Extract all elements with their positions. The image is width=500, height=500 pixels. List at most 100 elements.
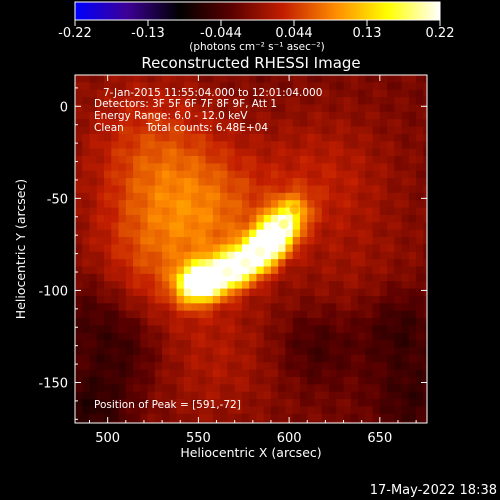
heatmap-cell (350, 295, 359, 304)
heatmap-cell (147, 362, 156, 371)
heatmap-cell (299, 303, 308, 312)
heatmap-cell (372, 185, 381, 194)
heatmap-cell (321, 295, 330, 304)
heatmap-cell (147, 163, 156, 172)
heatmap-cell (241, 163, 250, 172)
heatmap-cell (358, 376, 366, 385)
heatmap-cell (104, 133, 112, 142)
heatmap-cell (256, 148, 265, 157)
heatmap-cell (416, 97, 424, 105)
heatmap-cell (336, 266, 344, 275)
heatmap-cell (408, 222, 417, 231)
heatmap-cell (82, 222, 90, 231)
heatmap-cell (401, 332, 410, 341)
heatmap-cell (299, 82, 308, 91)
heatmap-cell (263, 295, 272, 304)
heatmap-cell (292, 192, 301, 201)
heatmap-cell (154, 237, 163, 245)
x-axis-label: Heliocentric X (arcsec) (180, 445, 321, 460)
heatmap-cell (234, 141, 243, 150)
heatmap-cell (198, 340, 207, 348)
heatmap-cell (198, 141, 207, 150)
heatmap-cell (249, 303, 257, 312)
heatmap-cell (285, 354, 294, 363)
heatmap-cell (183, 75, 192, 83)
heatmap-cell (140, 266, 148, 275)
heatmap-cell (111, 82, 119, 91)
heatmap-cell (220, 259, 228, 267)
heatmap-cell (241, 200, 250, 208)
heatmap-cell (387, 303, 395, 312)
heatmap-cell (285, 340, 294, 348)
heatmap-cell (314, 141, 323, 150)
heatmap-cell (278, 332, 286, 341)
heatmap-cell (350, 318, 359, 326)
heatmap-cell (75, 273, 83, 282)
heatmap-cell (365, 362, 373, 371)
heatmap-cell (169, 369, 178, 378)
heatmap-cell (147, 237, 156, 245)
heatmap-cell (329, 170, 337, 179)
heatmap-cell (350, 354, 359, 363)
heatmap-cell (82, 354, 90, 363)
heatmap-cell (183, 406, 192, 415)
heatmap-cell (205, 310, 214, 319)
colorbar: -0.22 -0.13 -0.044 0.044 0.13 0.22 (photons c… (58, 1, 454, 53)
heatmap-cell (394, 214, 402, 223)
heatmap-cell (387, 251, 395, 260)
heatmap-cell (220, 413, 228, 422)
heatmap-cell (96, 97, 105, 105)
heatmap-cell (416, 288, 424, 297)
heatmap-cell (416, 340, 424, 348)
heatmap-cell (336, 413, 344, 422)
heatmap-cell (299, 384, 308, 393)
heatmap-cell (329, 237, 337, 245)
heatmap-cell (154, 163, 163, 172)
heatmap-cell (104, 163, 112, 172)
heatmap-cell (133, 325, 141, 334)
heatmap-cell (256, 391, 265, 400)
heatmap-cell (423, 251, 428, 260)
heatmap-cell (343, 104, 352, 113)
heatmap-cell (198, 207, 207, 216)
heatmap-cell (118, 318, 127, 326)
heatmap-cell (401, 354, 410, 363)
heatmap-cell (227, 141, 236, 150)
plot-area: 7-Jan-2015 11:55:04.000 to 12:01:04.000 … (74, 74, 428, 424)
heatmap-cell (169, 111, 178, 120)
heatmap-cell (329, 332, 337, 341)
heatmap-cell (205, 126, 214, 135)
heatmap-cell (263, 244, 272, 253)
heatmap-cell (75, 126, 83, 135)
heatmap-cell (75, 75, 83, 83)
heatmap-cell (408, 244, 417, 253)
heatmap-cell (183, 376, 192, 385)
heatmap-cell (299, 214, 308, 223)
heatmap-cell (198, 325, 207, 334)
heatmap-cell (220, 332, 228, 341)
heatmap-cell (125, 141, 134, 150)
heatmap-cell (104, 251, 112, 260)
heatmap-cell (263, 362, 272, 371)
heatmap-cell (416, 111, 424, 120)
heatmap-cell (299, 273, 308, 282)
heatmap-cell (234, 251, 243, 260)
heatmap-cell (104, 325, 112, 334)
heatmap-cell (220, 89, 228, 98)
heatmap-cell (118, 214, 127, 223)
heatmap-cell (350, 75, 359, 83)
algorithm-text: Clean (94, 122, 124, 134)
heatmap-cell (408, 266, 417, 275)
heatmap-cell (212, 89, 221, 98)
heatmap-cell (125, 237, 134, 245)
heatmap-cell (416, 200, 424, 208)
heatmap-cell (162, 369, 170, 378)
heatmap-cell (416, 244, 424, 253)
heatmap-cell (75, 229, 83, 238)
heatmap-cell (82, 310, 90, 319)
heatmap-cell (82, 362, 90, 371)
heatmap-cell (408, 295, 417, 304)
heatmap-cell (299, 325, 308, 334)
heatmap-cell (205, 318, 214, 326)
heatmap-cell (416, 399, 424, 407)
